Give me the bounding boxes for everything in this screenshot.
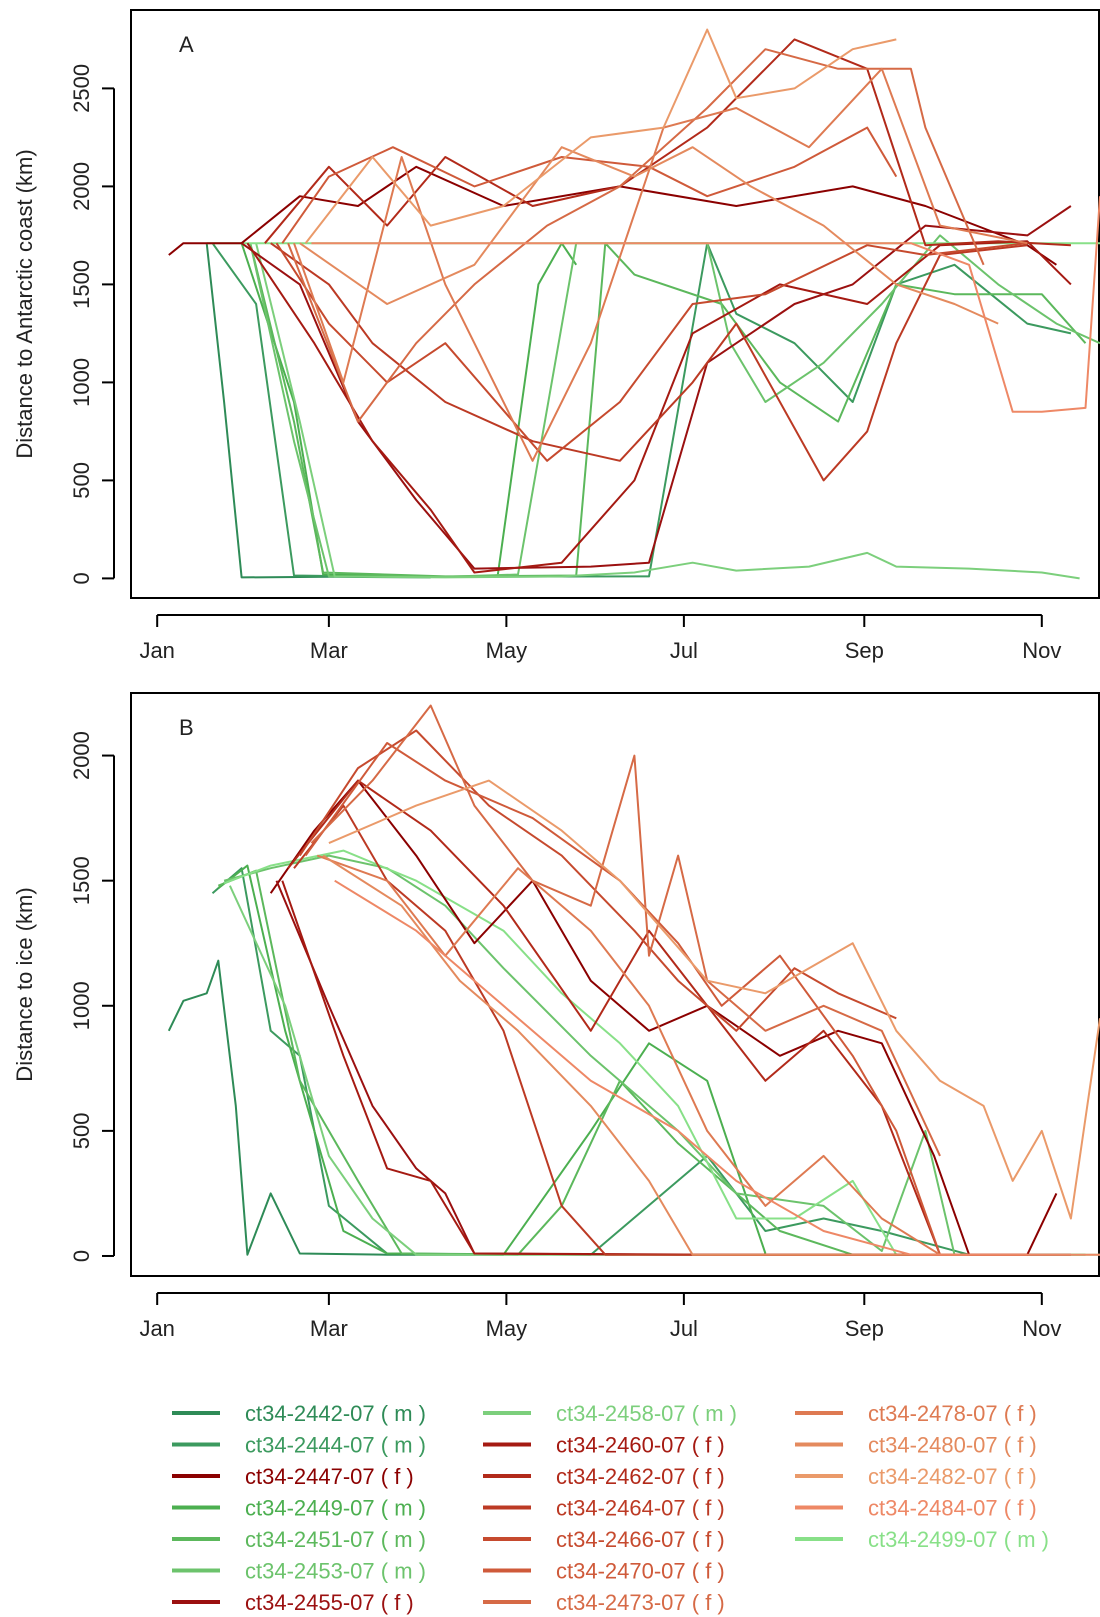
legend-label: ct34-2499-07 ( m ) — [868, 1527, 1049, 1552]
series-line-16 — [322, 854, 970, 1256]
series-line-15 — [293, 67, 1028, 462]
x-tick-label: Jan — [139, 638, 174, 663]
y-axis-label: Distance to ice (km) — [12, 887, 37, 1081]
series-line-10 — [264, 38, 1071, 247]
x-tick-label: Jul — [670, 1316, 698, 1341]
series-line-0 — [167, 959, 504, 1256]
legend-label: ct34-2484-07 ( f ) — [868, 1496, 1037, 1521]
series-line-10 — [287, 779, 941, 1256]
x-tick-label: May — [486, 1316, 528, 1341]
series-line-8 — [275, 880, 1071, 1256]
legend: ct34-2442-07 ( m ) ct34-2444-07 ( m ) ct34… — [172, 1401, 1049, 1615]
series-line-1 — [211, 242, 1072, 578]
plot-frame — [130, 692, 1100, 1277]
x-tick-label: Mar — [310, 1316, 348, 1341]
x-tick-label: May — [486, 638, 528, 663]
series-line-18 — [311, 196, 1100, 413]
legend-label: ct34-2447-07 ( f ) — [245, 1464, 414, 1489]
legend-label: ct34-2478-07 ( f ) — [868, 1401, 1037, 1426]
series-line-4 — [249, 234, 1100, 578]
panel-a: A Jan Mar May Jul Sep Nov 0 500 1000 1500 2000 2500 D… — [12, 9, 1100, 663]
legend-label: ct34-2455-07 ( f ) — [245, 1590, 414, 1615]
series-line-1 — [211, 867, 1086, 1256]
x-tick-label: Jan — [139, 1316, 174, 1341]
series-line-14 — [287, 48, 985, 423]
legend-label: ct34-2480-07 ( f ) — [868, 1433, 1037, 1458]
series-line-16 — [299, 146, 999, 325]
series-line-5 — [255, 242, 1080, 580]
x-tick-label: Nov — [1022, 638, 1061, 663]
x-tick-label: Jul — [670, 638, 698, 663]
legend-label: ct34-2482-07 ( f ) — [868, 1464, 1037, 1489]
series-line-18 — [334, 879, 1100, 1256]
series-line-11 — [270, 242, 1028, 482]
panel-label: B — [179, 715, 194, 740]
series-line-14 — [310, 704, 941, 1157]
y-axis-label: Distance to Antarctic coast (km) — [12, 149, 37, 458]
y-tick-label: 0 — [69, 1250, 94, 1262]
series-line-12 — [275, 242, 1028, 462]
legend-label: ct34-2462-07 ( f ) — [556, 1464, 725, 1489]
series-line-2 — [217, 864, 767, 1256]
y-tick-label: 1500 — [69, 260, 94, 309]
y-tick-label: 500 — [69, 462, 94, 499]
series-line-17 — [304, 28, 897, 244]
series-line-3 — [217, 869, 854, 1256]
series-line-13 — [304, 742, 941, 1256]
legend-label: ct34-2449-07 ( m ) — [245, 1496, 426, 1521]
series-line-12 — [298, 729, 897, 1032]
series-line-6 — [223, 849, 1100, 1256]
legend-label: ct34-2466-07 ( f ) — [556, 1527, 725, 1552]
legend-label: ct34-2442-07 ( m ) — [245, 1401, 426, 1426]
panel-label: A — [179, 32, 194, 57]
y-tick-label: 2000 — [69, 731, 94, 780]
x-tick-label: Mar — [310, 638, 348, 663]
legend-label: ct34-2453-07 ( m ) — [245, 1559, 426, 1584]
y-tick-label: 0 — [69, 572, 94, 584]
legend-label: ct34-2451-07 ( m ) — [245, 1527, 426, 1552]
legend-label: ct34-2444-07 ( m ) — [245, 1433, 426, 1458]
y-tick-label: 1000 — [69, 358, 94, 407]
legend-label: ct34-2470-07 ( f ) — [556, 1559, 725, 1584]
plot-frame — [130, 9, 1100, 599]
legend-label: ct34-2460-07 ( f ) — [556, 1433, 725, 1458]
x-tick-label: Sep — [845, 1316, 884, 1341]
series-line-17 — [328, 779, 1100, 1220]
legend-label: ct34-2473-07 ( f ) — [556, 1590, 725, 1615]
series-line-13 — [281, 126, 898, 244]
y-tick-label: 500 — [69, 1113, 94, 1150]
y-tick-label: 1500 — [69, 856, 94, 905]
series-line-3 — [249, 242, 1087, 578]
series-line-8 — [241, 205, 1072, 570]
series-line-4 — [223, 854, 1086, 1256]
legend-label: ct34-2464-07 ( f ) — [556, 1496, 725, 1521]
panel-b: B Jan Mar May Jul Sep Nov 0 500 1000 1500 2000 Dista… — [12, 692, 1100, 1341]
y-tick-label: 2000 — [69, 162, 94, 211]
legend-label: ct34-2458-07 ( m ) — [556, 1401, 737, 1426]
x-tick-label: Sep — [845, 638, 884, 663]
x-tick-label: Nov — [1022, 1316, 1061, 1341]
y-tick-label: 2500 — [69, 64, 94, 113]
series-line-0 — [205, 243, 431, 579]
y-tick-label: 1000 — [69, 981, 94, 1030]
series-line-15 — [316, 854, 1028, 1256]
